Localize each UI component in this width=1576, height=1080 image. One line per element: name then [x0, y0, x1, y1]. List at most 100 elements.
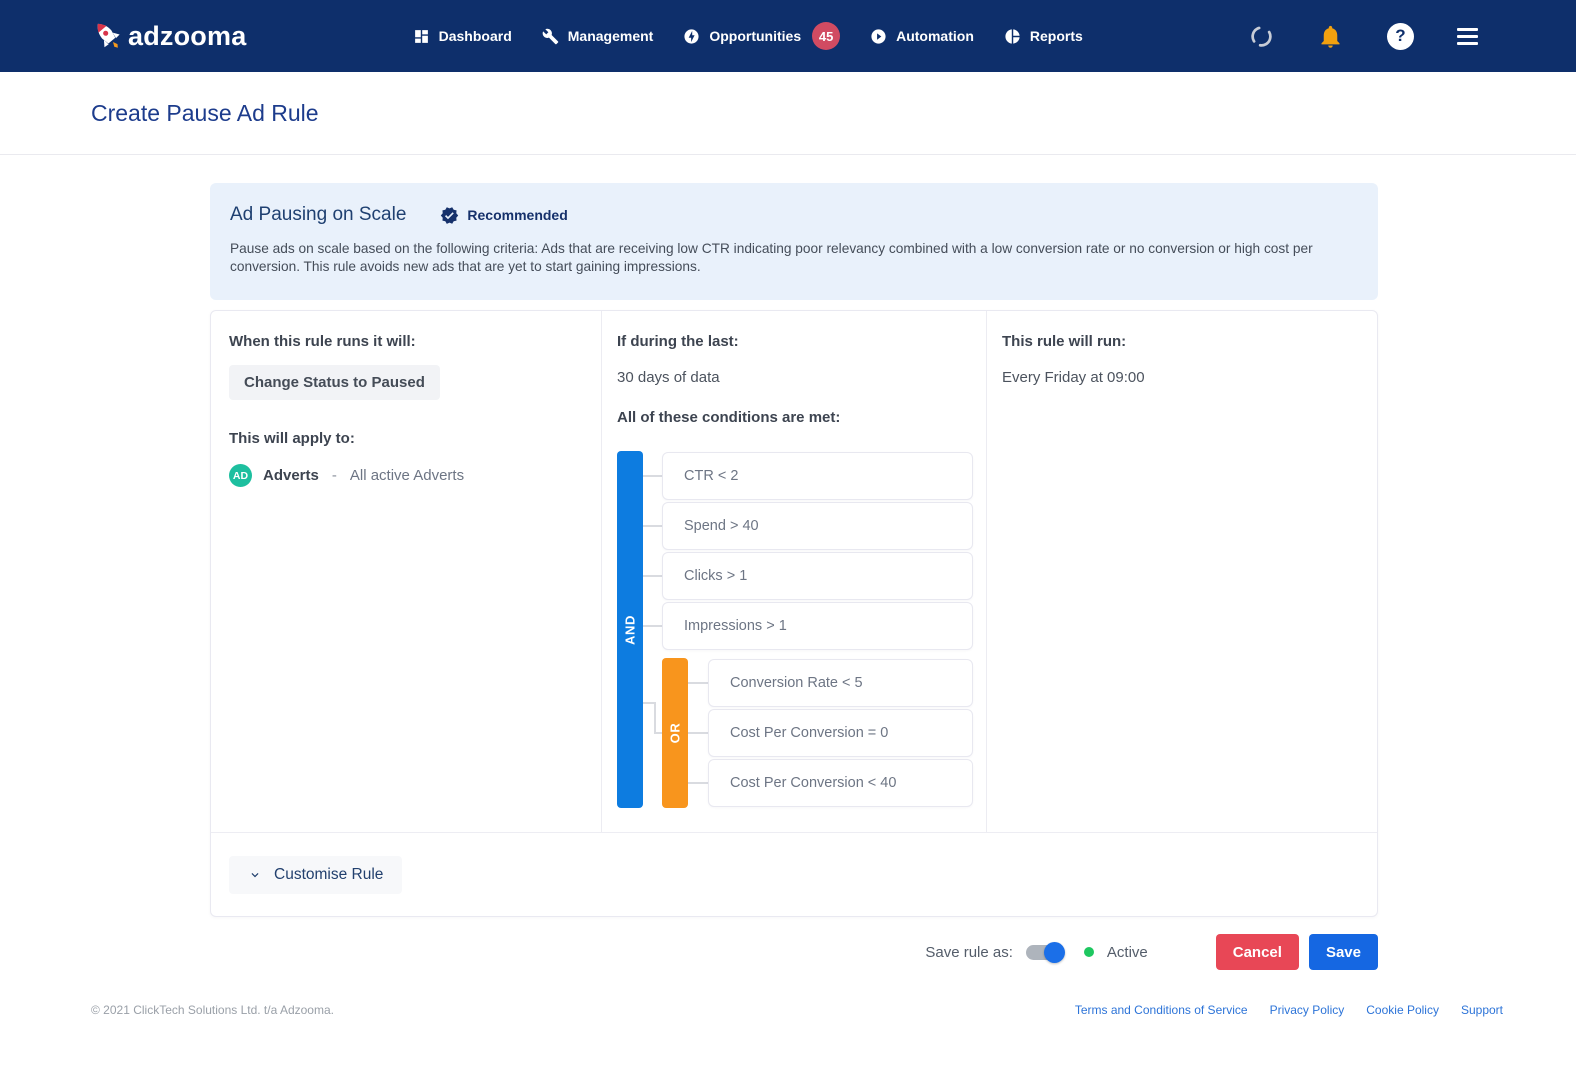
condition-label: Conversion Rate < 5 — [730, 675, 863, 691]
page-header: Create Pause Ad Rule — [0, 72, 1576, 155]
chevron-down-icon — [248, 868, 262, 882]
active-status-dot — [1083, 947, 1094, 957]
save-bar: Save rule as: Active Cancel Save — [210, 934, 1378, 970]
condition-row: Cost Per Conversion < 40 — [688, 758, 973, 808]
toggle-knob — [1043, 941, 1065, 963]
pie-chart-icon — [1004, 28, 1021, 45]
connector-line — [643, 525, 662, 527]
menu-icon[interactable] — [1456, 27, 1478, 45]
nav-item-management[interactable]: Management — [542, 28, 654, 45]
page-footer: © 2021 ClickTech Solutions Ltd. t/a Adzo… — [0, 1003, 1576, 1017]
check-seal-icon — [440, 206, 459, 225]
rule-description-text: Pause ads on scale based on the followin… — [230, 241, 1313, 274]
or-condition-group: OR Conversion Rate < 5 — [643, 658, 973, 808]
conditions-heading: All of these conditions are met: — [617, 409, 841, 426]
condition-row: Conversion Rate < 5 — [688, 658, 973, 708]
condition-label: Spend > 40 — [684, 518, 759, 534]
rule-action-column: When this rule runs it will: Change Stat… — [211, 311, 601, 832]
condition-label: CTR < 2 — [684, 468, 739, 484]
schedule-value: Every Friday at 09:00 — [1002, 369, 1145, 386]
or-label: OR — [667, 722, 683, 744]
nav-label: Management — [567, 28, 654, 44]
footer-link-privacy[interactable]: Privacy Policy — [1269, 1003, 1345, 1017]
condition-row: Cost Per Conversion = 0 — [688, 708, 973, 758]
nav-item-opportunities[interactable]: Opportunities 45 — [683, 22, 841, 50]
condition-card: Cost Per Conversion = 0 — [708, 709, 973, 757]
apply-target-detail: All active Adverts — [349, 467, 465, 484]
page-title: Create Pause Ad Rule — [91, 99, 319, 126]
brand-text: adzooma — [128, 20, 247, 51]
condition-row: Clicks > 1 — [643, 551, 973, 601]
connector-line — [688, 782, 708, 784]
footer-link-terms[interactable]: Terms and Conditions of Service — [1074, 1003, 1248, 1017]
condition-card: Impressions > 1 — [662, 602, 973, 650]
apply-target-name: Adverts — [263, 467, 319, 484]
save-rule-as-label: Save rule as: — [925, 943, 1013, 961]
condition-card: Cost Per Conversion < 40 — [708, 759, 973, 807]
sync-spinner-icon[interactable] — [1249, 24, 1274, 49]
connector-line — [643, 475, 662, 477]
apply-heading: This will apply to: — [229, 430, 355, 447]
opportunities-count-badge: 45 — [812, 22, 841, 50]
schedule-heading: This rule will run: — [1002, 333, 1127, 350]
nav-item-automation[interactable]: Automation — [870, 28, 974, 45]
nav-item-reports[interactable]: Reports — [1004, 28, 1083, 45]
help-icon[interactable]: ? — [1386, 22, 1414, 50]
condition-label: Impressions > 1 — [684, 618, 787, 634]
nav-label: Opportunities — [709, 28, 802, 44]
and-label: AND — [622, 614, 638, 645]
cancel-button[interactable]: Cancel — [1215, 934, 1299, 970]
or-group-bar: OR — [662, 658, 688, 808]
dashboard-icon — [413, 28, 430, 45]
apply-target-row: AD Adverts - All active Adverts — [229, 464, 583, 487]
period-value: 30 days of data — [617, 369, 720, 386]
condition-label: Cost Per Conversion < 40 — [730, 775, 897, 791]
rule-conditions-column: If during the last: 30 days of data All … — [601, 311, 987, 832]
condition-tree: AND CTR < 2 Spend > 40 — [617, 451, 973, 808]
connector-line — [643, 575, 662, 577]
rule-description-card: Ad Pausing on Scale Recommended Pause ad… — [210, 183, 1378, 300]
condition-label: Cost Per Conversion = 0 — [730, 725, 889, 741]
customise-section: Customise Rule — [211, 832, 1377, 916]
connector-line — [643, 625, 662, 627]
customise-rule-label: Customise Rule — [274, 866, 384, 883]
condition-card: CTR < 2 — [662, 452, 973, 500]
play-circle-icon — [870, 28, 887, 45]
rule-schedule-column: This rule will run: Every Friday at 09:0… — [987, 311, 1377, 832]
nav-label: Dashboard — [438, 28, 512, 44]
adzooma-logo[interactable]: adzooma — [90, 18, 246, 54]
footer-link-cookie[interactable]: Cookie Policy — [1366, 1003, 1439, 1017]
notifications-bell-icon[interactable] — [1317, 23, 1344, 50]
condition-row: Spend > 40 — [643, 501, 973, 551]
active-toggle[interactable] — [1025, 941, 1065, 963]
apply-separator: - — [331, 467, 337, 484]
recommended-label: Recommended — [467, 207, 568, 223]
footer-link-support[interactable]: Support — [1460, 1003, 1503, 1017]
wrench-icon — [542, 28, 559, 45]
condition-card: Spend > 40 — [662, 502, 973, 550]
active-status-label: Active — [1106, 943, 1148, 961]
bolt-circle-icon — [683, 28, 700, 45]
footer-links: Terms and Conditions of Service Privacy … — [1075, 1003, 1503, 1017]
main-content: Ad Pausing on Scale Recommended Pause ad… — [0, 155, 1576, 970]
and-group-bar: AND — [617, 451, 643, 808]
connector-line — [688, 682, 708, 684]
navbar-actions: ? — [1249, 22, 1478, 50]
condition-card: Conversion Rate < 5 — [708, 659, 973, 707]
condition-row: CTR < 2 — [643, 451, 973, 501]
connector-line — [688, 732, 708, 734]
adverts-badge: AD — [229, 464, 252, 487]
nav-label: Reports — [1029, 28, 1083, 44]
main-navigation: Dashboard Management Opportunities 45 Au… — [413, 22, 1083, 50]
top-navbar: adzooma Dashboard Management Opportuniti… — [0, 0, 1576, 72]
rule-name: Ad Pausing on Scale — [230, 204, 407, 225]
copyright-text: © 2021 ClickTech Solutions Ltd. t/a Adzo… — [91, 1003, 334, 1017]
rule-summary-card: When this rule runs it will: Change Stat… — [210, 310, 1378, 917]
action-chip: Change Status to Paused — [229, 365, 440, 400]
save-button[interactable]: Save — [1308, 934, 1378, 970]
connector-elbow — [643, 658, 662, 808]
condition-row: Impressions > 1 — [643, 601, 973, 651]
nav-item-dashboard[interactable]: Dashboard — [413, 28, 512, 45]
condition-label: Clicks > 1 — [684, 568, 748, 584]
customise-rule-button[interactable]: Customise Rule — [229, 856, 403, 894]
